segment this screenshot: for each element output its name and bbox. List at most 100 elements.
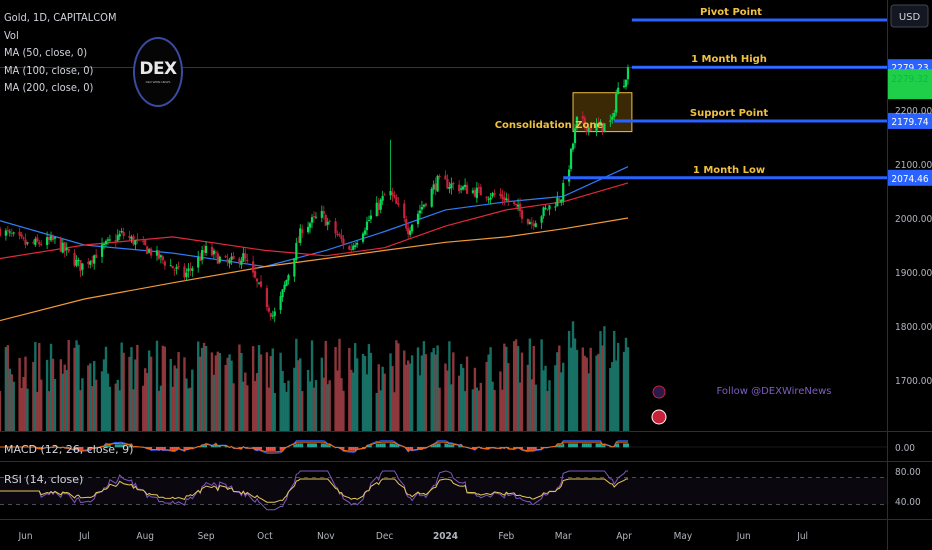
volume-bar — [573, 338, 577, 431]
candle-body — [379, 199, 382, 210]
volume-bar — [191, 369, 194, 431]
candle-body — [540, 216, 543, 223]
candle-body — [287, 275, 290, 281]
macd-hist — [570, 443, 573, 448]
macd-hist — [340, 447, 343, 449]
macd-hist — [328, 445, 331, 448]
volume-bar — [0, 390, 2, 431]
volume-bar — [314, 380, 318, 431]
candle-body — [516, 204, 520, 207]
candle-body — [246, 259, 249, 262]
macd-hist — [609, 446, 612, 448]
macd-hist — [36, 447, 39, 449]
macd-hist — [161, 447, 164, 450]
candle-body — [93, 255, 96, 264]
candle-body — [348, 246, 351, 250]
currency-button — [890, 4, 929, 28]
macd-hist — [271, 447, 274, 451]
volume-bar — [149, 356, 153, 431]
volume-bar — [320, 357, 324, 431]
candle-body — [210, 246, 214, 256]
macd-hist — [405, 447, 408, 449]
candle-body — [224, 256, 227, 258]
volume-bar — [352, 372, 355, 431]
legend-ma200[interactable]: MA (200, close, 0) — [4, 81, 94, 94]
candle-body — [169, 265, 172, 267]
candle-body — [114, 240, 117, 242]
candle-body — [183, 266, 186, 278]
volume-bar — [214, 355, 218, 431]
volume-bar — [240, 352, 243, 431]
macd-hist — [326, 445, 329, 448]
volume-bar — [365, 374, 369, 431]
us-flag-icon — [651, 409, 667, 425]
candle-body — [505, 198, 508, 201]
candle-body — [503, 197, 506, 201]
ma-line-200 — [0, 217, 629, 322]
volume-bar — [161, 345, 165, 431]
macd-hist — [122, 444, 125, 448]
macd-hist — [103, 446, 106, 448]
candle-body — [61, 242, 64, 253]
volume-bar — [450, 384, 453, 431]
macd-hist — [507, 447, 510, 449]
volume-bar — [24, 356, 27, 431]
rsi-label[interactable]: RSI (14, close) — [4, 473, 84, 486]
volume-bar — [406, 360, 410, 431]
volume-bar — [471, 389, 475, 431]
candle-body — [528, 222, 531, 225]
candle-body — [255, 278, 259, 282]
volume-bar — [587, 373, 590, 431]
candle-body — [295, 242, 298, 260]
macd-hist — [540, 447, 543, 449]
volume-bar — [18, 357, 21, 431]
candle-body — [471, 190, 475, 193]
volume-bar — [589, 347, 592, 431]
legend-vol[interactable]: Vol — [4, 28, 19, 42]
rsi-ma-line — [0, 478, 628, 503]
candle-body — [324, 214, 327, 226]
candle-body — [432, 184, 435, 190]
candle-body — [603, 123, 606, 133]
candle-body — [12, 232, 15, 234]
macd-hist — [214, 444, 217, 448]
volume-bar — [626, 347, 630, 431]
volume-bar — [581, 347, 585, 431]
macd-hist — [183, 447, 186, 450]
candle-body — [4, 230, 7, 236]
volume-bar — [348, 347, 351, 431]
macd-hist — [116, 444, 119, 448]
macd-hist — [615, 444, 618, 448]
volume-bar — [200, 347, 204, 431]
candle-body — [532, 223, 535, 226]
candle-body — [285, 279, 288, 286]
macd-hist — [568, 443, 571, 448]
candle-body — [134, 240, 137, 245]
macd-hist — [320, 443, 323, 448]
time-tick: Nov — [317, 531, 335, 542]
candle-body — [212, 250, 216, 255]
macd-hist — [216, 446, 219, 448]
volume-bar — [507, 363, 510, 431]
candle-body — [544, 207, 547, 209]
volume-bar — [108, 386, 112, 431]
macd-hist — [265, 447, 268, 451]
legend-ma50[interactable]: MA (50, close, 0) — [4, 46, 88, 59]
legend-ma100[interactable]: MA (100, close, 0) — [4, 63, 94, 77]
candle-body — [279, 296, 282, 310]
candle-body — [122, 232, 125, 236]
macd-label[interactable]: MACD (12, 26, close, 9) — [4, 443, 134, 456]
volume-bar — [75, 340, 78, 431]
candle-body — [367, 220, 371, 222]
candle-body — [518, 203, 522, 212]
candle-body — [530, 222, 533, 224]
volume-bar — [265, 352, 269, 431]
candle-body — [322, 211, 325, 215]
volume-bar — [163, 346, 167, 431]
macd-hist — [601, 445, 604, 448]
legend-symbol[interactable]: Gold, 1D, CAPITALCOM — [4, 11, 117, 24]
candle-body — [352, 245, 355, 250]
macd-hist — [81, 447, 84, 450]
candle-body — [104, 240, 108, 245]
